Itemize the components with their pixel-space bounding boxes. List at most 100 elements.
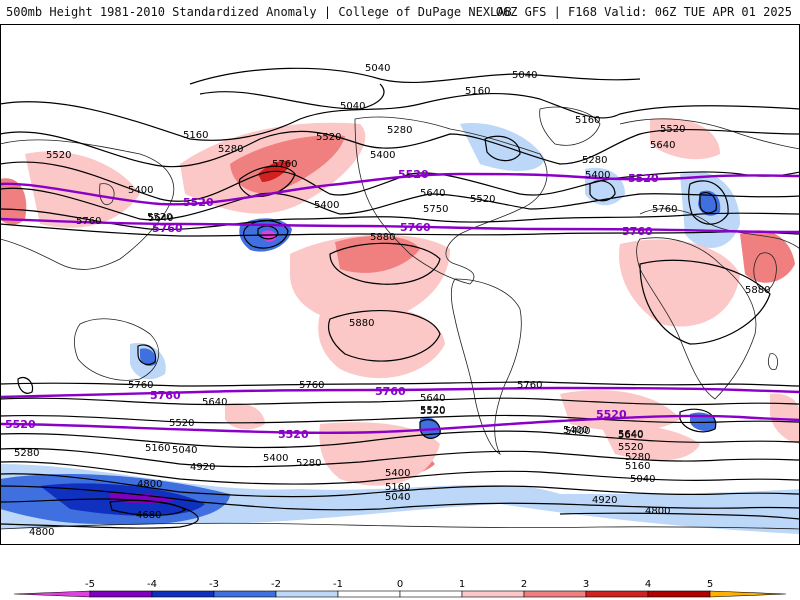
contour-label: 5760 (652, 204, 677, 215)
colorbar-tick-label: -2 (271, 579, 281, 590)
contour-5280-north (0, 128, 800, 168)
anomaly-map: 5040 5040 5040 5160 5160 5160 5280 5280 … (0, 24, 800, 545)
colorbar-tick-label: -4 (147, 579, 157, 590)
coast-greenland (539, 106, 601, 146)
anomaly-africa-pink (619, 239, 740, 327)
contour-label: 5750 (423, 204, 448, 215)
colorbar-cell (337, 590, 401, 598)
contour-label: 5280 (14, 448, 39, 459)
contour-low-hawaii-inner (257, 225, 279, 240)
header-bar: 500mb Height 1981-2010 Standardized Anom… (0, 0, 800, 24)
anomaly-south-pacific-pink (318, 307, 445, 379)
contour-label: 5640 (618, 430, 643, 441)
contour-label: 5520 (147, 212, 172, 223)
contour-label: 5280 (296, 458, 321, 469)
coast-africa (636, 237, 757, 400)
colorbar-tick-label: 1 (459, 579, 465, 590)
contour-label: 5760 (128, 380, 153, 391)
contour-4920-south (0, 485, 800, 511)
contour-label: 4800 (29, 527, 54, 538)
contour-5760-north (0, 223, 800, 237)
colorbar: -5 -4 -3 -2 -1 0 1 2 3 4 5 (13, 579, 787, 598)
colorbar-ticks: -5 -4 -3 -2 -1 0 1 2 3 4 5 (85, 579, 713, 590)
contour-label: 5520 (470, 194, 495, 205)
purple-label: 5760 (400, 221, 431, 234)
contour-5160-north (0, 92, 800, 141)
contour-4680-south (109, 499, 187, 516)
colorbar-tick-label: 3 (583, 579, 589, 590)
contour-label: 5400 (370, 150, 395, 161)
contour-5640-north (0, 208, 800, 231)
purple-5520-south (0, 414, 800, 435)
contour-5520-south (0, 414, 800, 424)
coast-india (753, 252, 777, 291)
model-run-info: 06Z GFS | F168 Valid: 06Z TUE APR 01 202… (495, 5, 792, 19)
contour-label: 5400 (314, 200, 339, 211)
contour-label: 4800 (137, 479, 162, 490)
contour-label: 5040 (172, 445, 197, 456)
contour-label: 4680 (136, 510, 161, 521)
coast-madagascar (768, 353, 778, 371)
colorbar-tick-label: -3 (209, 579, 219, 590)
contour-label: 5520 (420, 406, 445, 417)
contour-label: 5520 (316, 132, 341, 143)
purple-5760-south (0, 386, 800, 399)
contour-label: 5400 (385, 468, 410, 479)
contour-5520-north (0, 187, 800, 221)
contour-label: 5520 (618, 442, 643, 453)
contour-low-aus (137, 344, 157, 366)
contour-label: 5280 (625, 452, 650, 463)
colorbar-tick-label: 4 (645, 579, 651, 590)
anomaly-europe-blue-core (698, 190, 721, 216)
map-title: 500mb Height 1981-2010 Standardized Anom… (6, 5, 512, 19)
anomaly-south-atlantic-pink (560, 390, 680, 431)
colorbar-cell (585, 590, 649, 598)
contour-low-europe-inner (699, 192, 717, 214)
contour-label: 5400 (585, 170, 610, 181)
colorbar-cells (13, 590, 787, 598)
contour-label: 5880 (745, 285, 770, 296)
contour-5640-south (0, 397, 800, 406)
contour-4800-south-east (559, 512, 800, 520)
contour-5880-south (327, 310, 441, 362)
colorbar-tick-label: -5 (85, 579, 95, 590)
contour-label: 5400 (565, 426, 590, 437)
anomaly-europe-red-north (650, 118, 720, 160)
colorbar-cell (523, 590, 587, 598)
contour-5040-north-b (199, 83, 385, 110)
contour-label: 4920 (190, 462, 215, 473)
contour-5040-north (189, 67, 641, 85)
contour-4800-south (0, 498, 199, 529)
contour-label: 5280 (218, 144, 243, 155)
contour-label: 5880 (370, 232, 395, 243)
contour-low-south-indian (679, 408, 717, 433)
highlight-contours (0, 172, 800, 435)
anomaly-south-indian-pink (600, 423, 700, 461)
colorbar-cell (89, 590, 153, 598)
colorbar-cell (709, 590, 787, 598)
contour-label: 5160 (465, 86, 490, 97)
purple-label: 5520 (278, 428, 309, 441)
purple-label: 5520 (183, 196, 214, 209)
anomaly-canada-blue (460, 123, 545, 171)
contour-label: 5760 (517, 380, 542, 391)
coast-europe (639, 208, 800, 250)
contour-label: 5640 (202, 397, 227, 408)
contour-label: 5160 (575, 115, 600, 126)
anomaly-asia-west-red (0, 178, 27, 225)
contour-low-tasman (17, 376, 34, 394)
contour-labels: 5040 5040 5040 5160 5160 5160 5280 5280 … (14, 63, 770, 538)
contour-low-hawaii (243, 220, 289, 249)
coast-south-america (450, 278, 522, 455)
colorbar-tick-label: 0 (397, 579, 403, 590)
purple-label: 5760 (152, 222, 183, 235)
contour-5880-north (329, 242, 441, 285)
purple-label: 5760 (622, 225, 653, 238)
colorbar-tick-label: 2 (521, 579, 527, 590)
colorbar-cell (151, 590, 215, 598)
contour-label: 5040 (340, 101, 365, 112)
anomaly-subtropic-red (335, 235, 420, 273)
contour-label: 5520 (169, 418, 194, 429)
contour-label: 5640 (148, 213, 173, 224)
